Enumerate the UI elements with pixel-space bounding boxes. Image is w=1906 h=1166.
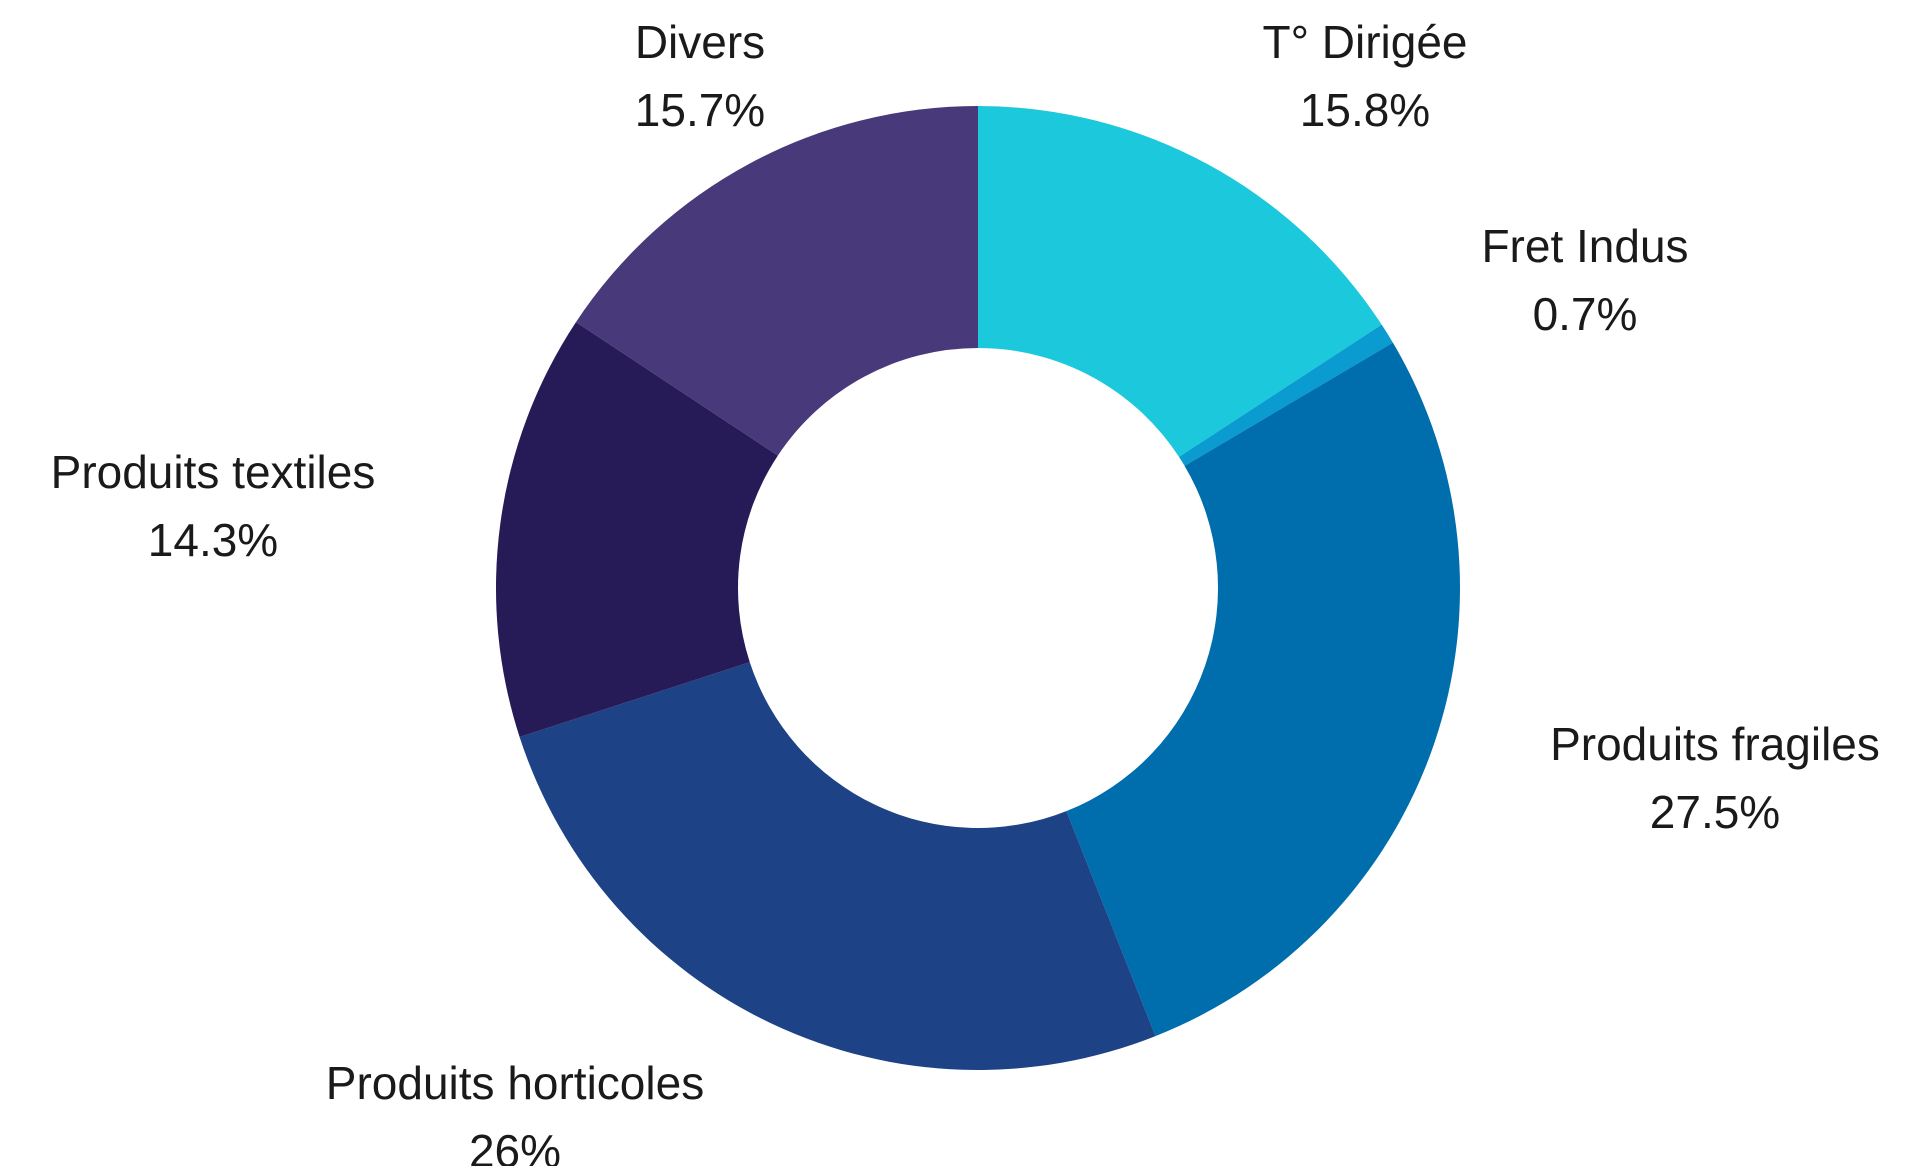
slice-value-label: 15.8% — [1300, 84, 1430, 136]
slice-divers — [575, 106, 978, 456]
slice-produits-horticoles — [519, 662, 1156, 1070]
slice-produits-textiles — [496, 322, 778, 737]
slice-label: Produits fragiles — [1550, 718, 1880, 770]
slice-produits-fragiles — [1066, 342, 1460, 1037]
slice-label: Produits horticoles — [326, 1057, 704, 1109]
slice-t-dirig-e — [978, 106, 1382, 457]
donut-slices — [496, 106, 1460, 1070]
slice-value-label: 15.7% — [635, 84, 765, 136]
slice-label: T° Dirigée — [1262, 16, 1467, 68]
slice-fret-indus — [1179, 324, 1393, 466]
slice-label: Produits textiles — [51, 446, 376, 498]
slice-label: Divers — [635, 16, 765, 68]
slice-value-label: 26% — [469, 1125, 561, 1166]
slice-value-label: 14.3% — [148, 514, 278, 566]
slice-value-label: 27.5% — [1650, 786, 1780, 838]
slice-labels: T° Dirigée 15.8% Fret Indus 0.7% Produits fr… — [51, 16, 1880, 1166]
slice-value-label: 0.7% — [1533, 288, 1638, 340]
slice-label: Fret Indus — [1481, 220, 1688, 272]
